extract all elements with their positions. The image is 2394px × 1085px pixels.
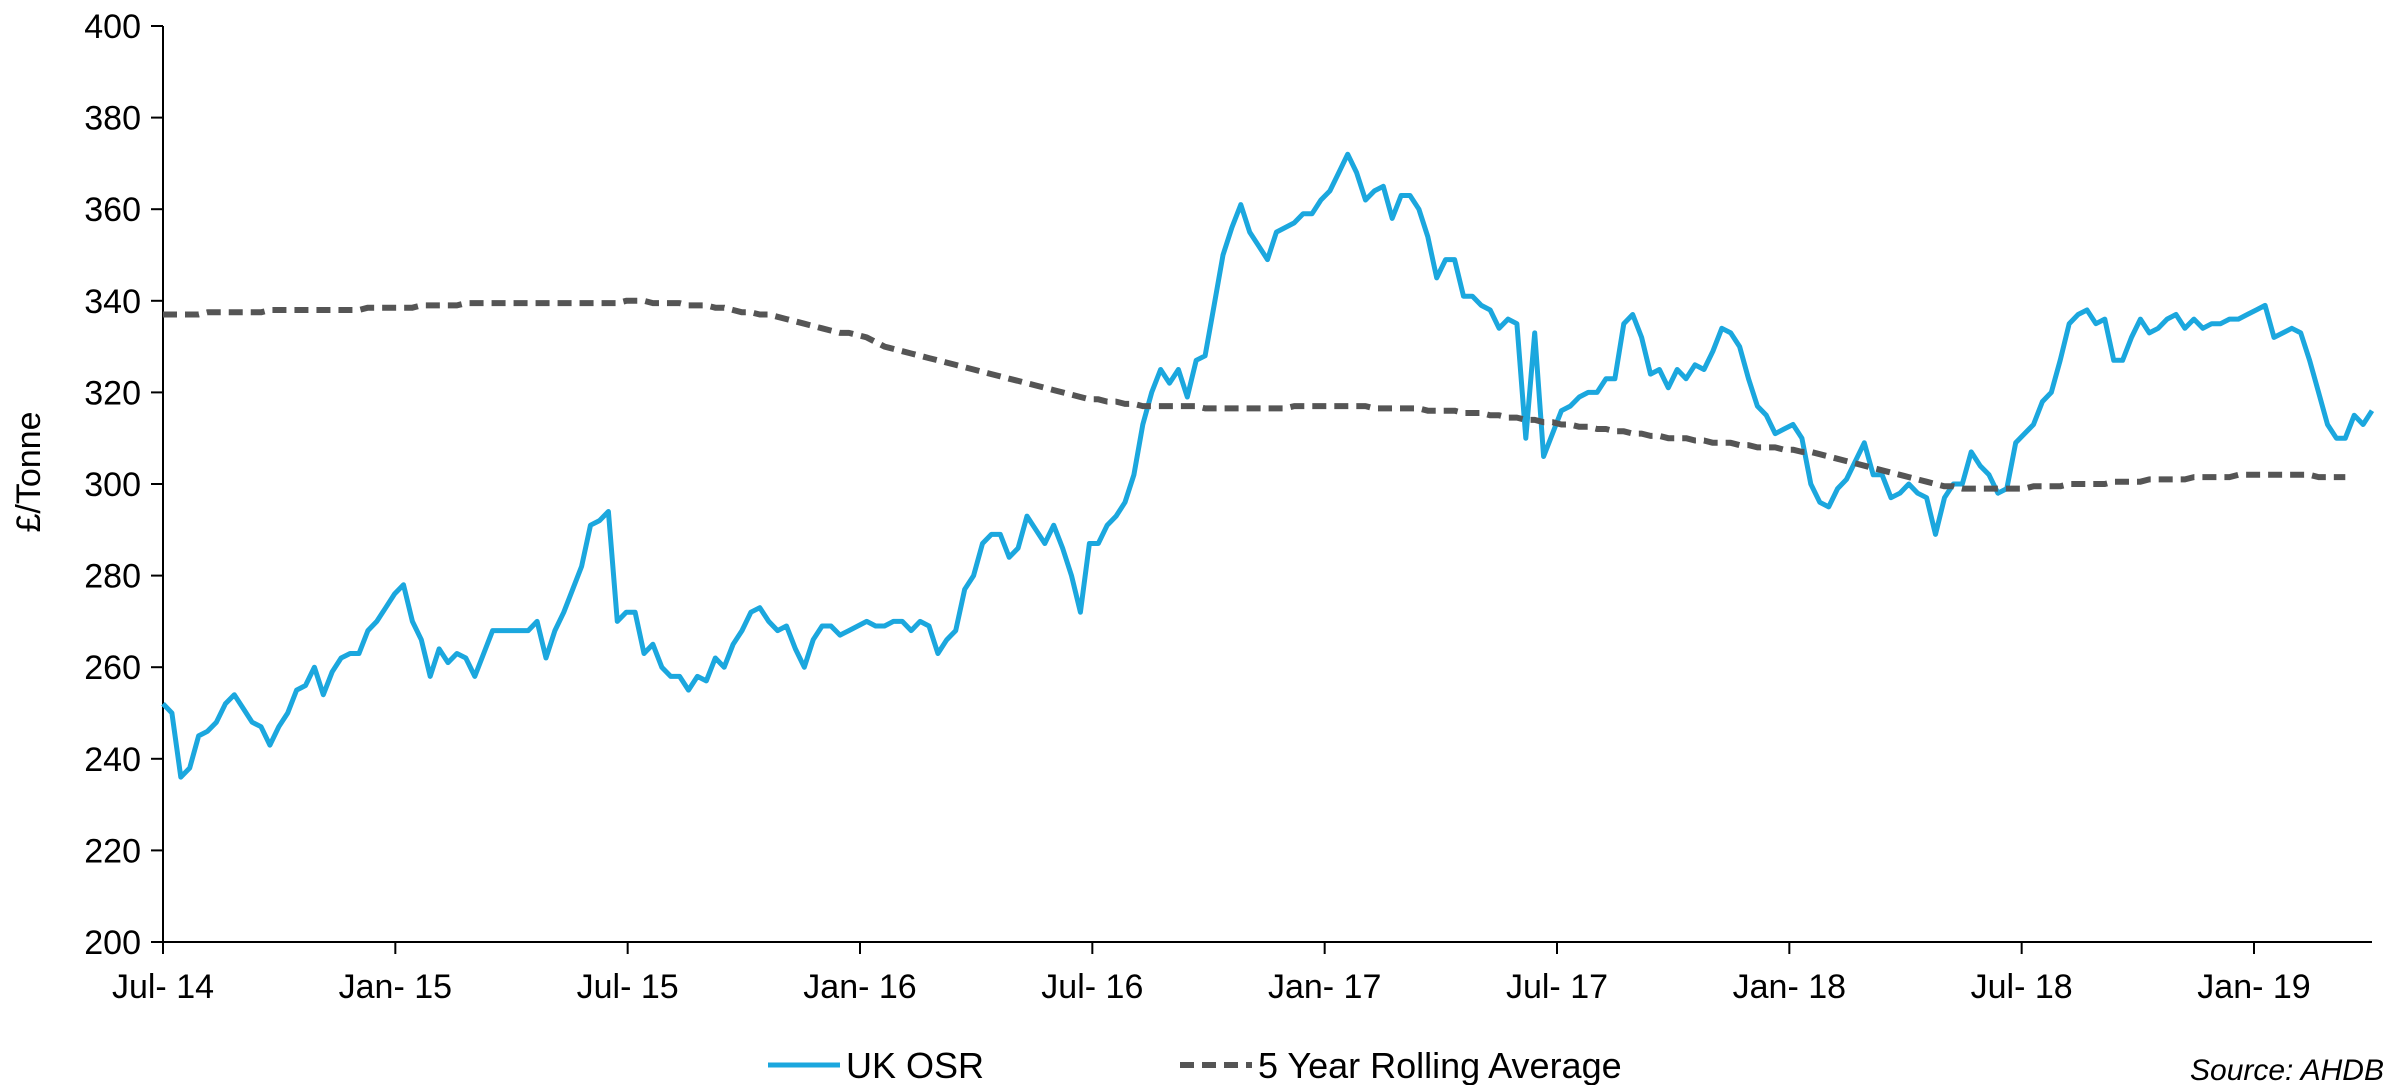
x-tick-label: Jul- 18 xyxy=(1971,968,2073,1006)
y-axis: 200 220 240 260 280 300 320 340 360 380 400 xyxy=(84,8,164,962)
x-tick-label: Jan- 19 xyxy=(2197,968,2310,1006)
y-tick-label: 340 xyxy=(84,283,141,321)
x-tick-label: Jul- 17 xyxy=(1506,968,1608,1006)
legend-label-0: UK OSR xyxy=(846,1045,984,1085)
source-note: Source: AHDB xyxy=(2190,1054,2384,1085)
y-tick-label: 220 xyxy=(84,832,141,870)
x-tick-label: Jul- 15 xyxy=(577,968,679,1006)
series-layer xyxy=(161,151,2375,780)
x-tick-label: Jul- 16 xyxy=(1041,968,1143,1006)
y-tick-label: 240 xyxy=(84,741,141,779)
legend: UK OSR 5 Year Rolling Average xyxy=(768,1045,1622,1085)
y-tick-label: 320 xyxy=(84,374,141,412)
y-tick-label: 200 xyxy=(84,924,141,962)
x-axis: Jul- 14 Jan- 15 Jul- 15 Jan- 16 Jul- 16 Jan- … xyxy=(112,941,2372,1006)
series-line-1 xyxy=(163,297,2346,492)
y-tick-label: 280 xyxy=(84,558,141,596)
x-tick-label: Jan- 18 xyxy=(1733,968,1846,1006)
x-tick-label: Jan- 16 xyxy=(803,968,916,1006)
y-tick-label: 400 xyxy=(84,8,141,46)
y-axis-title: £/Tonne xyxy=(10,412,48,533)
x-tick-label: Jan- 17 xyxy=(1268,968,1381,1006)
y-tick-label: 380 xyxy=(84,100,141,138)
x-tick-label: Jul- 14 xyxy=(112,968,214,1006)
series-line-0 xyxy=(161,151,2375,780)
y-tick-label: 260 xyxy=(84,649,141,687)
legend-label-1: 5 Year Rolling Average xyxy=(1258,1045,1622,1085)
x-tick-label: Jan- 15 xyxy=(339,968,452,1006)
y-tick-label: 360 xyxy=(84,191,141,229)
y-tick-label: 300 xyxy=(84,466,141,504)
